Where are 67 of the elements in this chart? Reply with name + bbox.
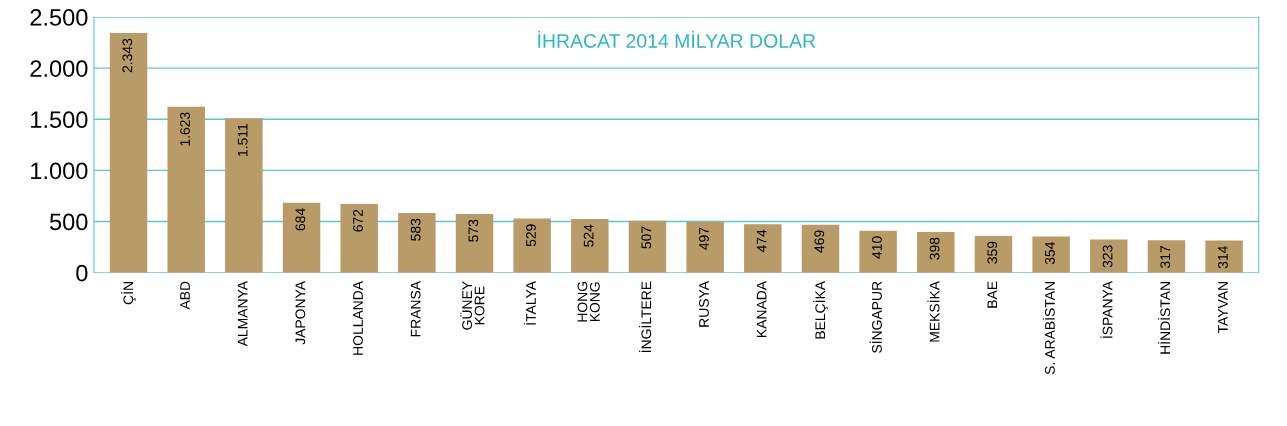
data-label: 672 [353, 209, 363, 232]
bar [859, 230, 897, 273]
bar [744, 224, 782, 273]
bar [571, 219, 609, 273]
x-tick-label: BELÇİKA [812, 281, 828, 339]
x-tick-label: ALMANYA [237, 281, 248, 347]
data-label: 314 [1217, 246, 1228, 269]
x-tick-label: HOLLANDA [353, 281, 363, 355]
data-label: 469 [814, 230, 825, 253]
x-tick-label: İNGİLTERE [639, 281, 652, 352]
x-tick-label: ÇİN [121, 282, 137, 305]
data-label: 354 [1045, 241, 1055, 265]
x-tick-label: GÜNEY KORE [460, 281, 485, 330]
x-tick-label: TAYVAN [1218, 282, 1228, 334]
y-tick-label: 1.500 [31, 111, 88, 129]
x-tick-label: FRANSA [410, 281, 421, 337]
data-label: 583 [410, 218, 421, 241]
x-tick-label: MEKSİKA [927, 281, 940, 342]
bar [1090, 239, 1128, 273]
x-tick-label: HONG KONG [577, 282, 600, 322]
x-tick-label: JAPONYA [295, 281, 306, 345]
data-label: 529 [526, 224, 536, 247]
y-tick-label: 0 [76, 264, 88, 282]
y-tick-label: 500 [49, 213, 88, 231]
x-tick-label: HİNDİSTAN [1158, 282, 1171, 354]
data-label: 323 [1102, 245, 1113, 268]
y-tick-label: 2.000 [30, 60, 88, 77]
data-label: 410 [872, 236, 882, 259]
bar [686, 221, 724, 273]
data-label: 474 [756, 229, 767, 253]
bar [1032, 236, 1070, 273]
x-tick-label: SİNGAPUR [869, 281, 882, 353]
bar [1147, 240, 1186, 273]
x-tick-label: ABD [180, 281, 190, 310]
bar [801, 224, 840, 273]
data-label: 524 [583, 224, 594, 247]
data-label: 1.623 [180, 112, 190, 146]
y-tick-label: 1.000 [31, 162, 88, 180]
bar [917, 231, 955, 273]
data-label: 573 [468, 219, 479, 242]
bar [628, 220, 667, 273]
data-label: 507 [641, 226, 652, 249]
data-label: 317 [1160, 246, 1171, 268]
data-label: 497 [699, 227, 709, 250]
data-label: 398 [929, 237, 940, 260]
bar [282, 202, 321, 273]
x-tick-label: İSPANYA [1100, 281, 1113, 338]
data-label: 359 [987, 241, 998, 264]
data-label: 2.343 [122, 38, 133, 73]
x-tick-label: RUSYA [699, 281, 709, 327]
x-tick-label: S. ARABİSTAN [1042, 282, 1055, 375]
bar [340, 203, 378, 273]
data-label: 1.511 [237, 123, 248, 156]
bar [974, 235, 1013, 273]
bar [455, 214, 494, 273]
bar [225, 118, 263, 273]
x-tick-label: İTALYA [523, 281, 536, 325]
x-tick-label: BAE [987, 281, 998, 308]
data-label: 684 [295, 208, 306, 231]
y-tick-label: 2.500 [30, 9, 88, 26]
bar [398, 213, 436, 273]
bar [167, 106, 205, 273]
bar [1205, 240, 1243, 273]
bar [513, 218, 551, 273]
x-tick-label: KANADA [756, 281, 767, 337]
bar [109, 33, 148, 273]
text: İHRACAT 2014 MİLYAR DOLAR [538, 30, 816, 48]
